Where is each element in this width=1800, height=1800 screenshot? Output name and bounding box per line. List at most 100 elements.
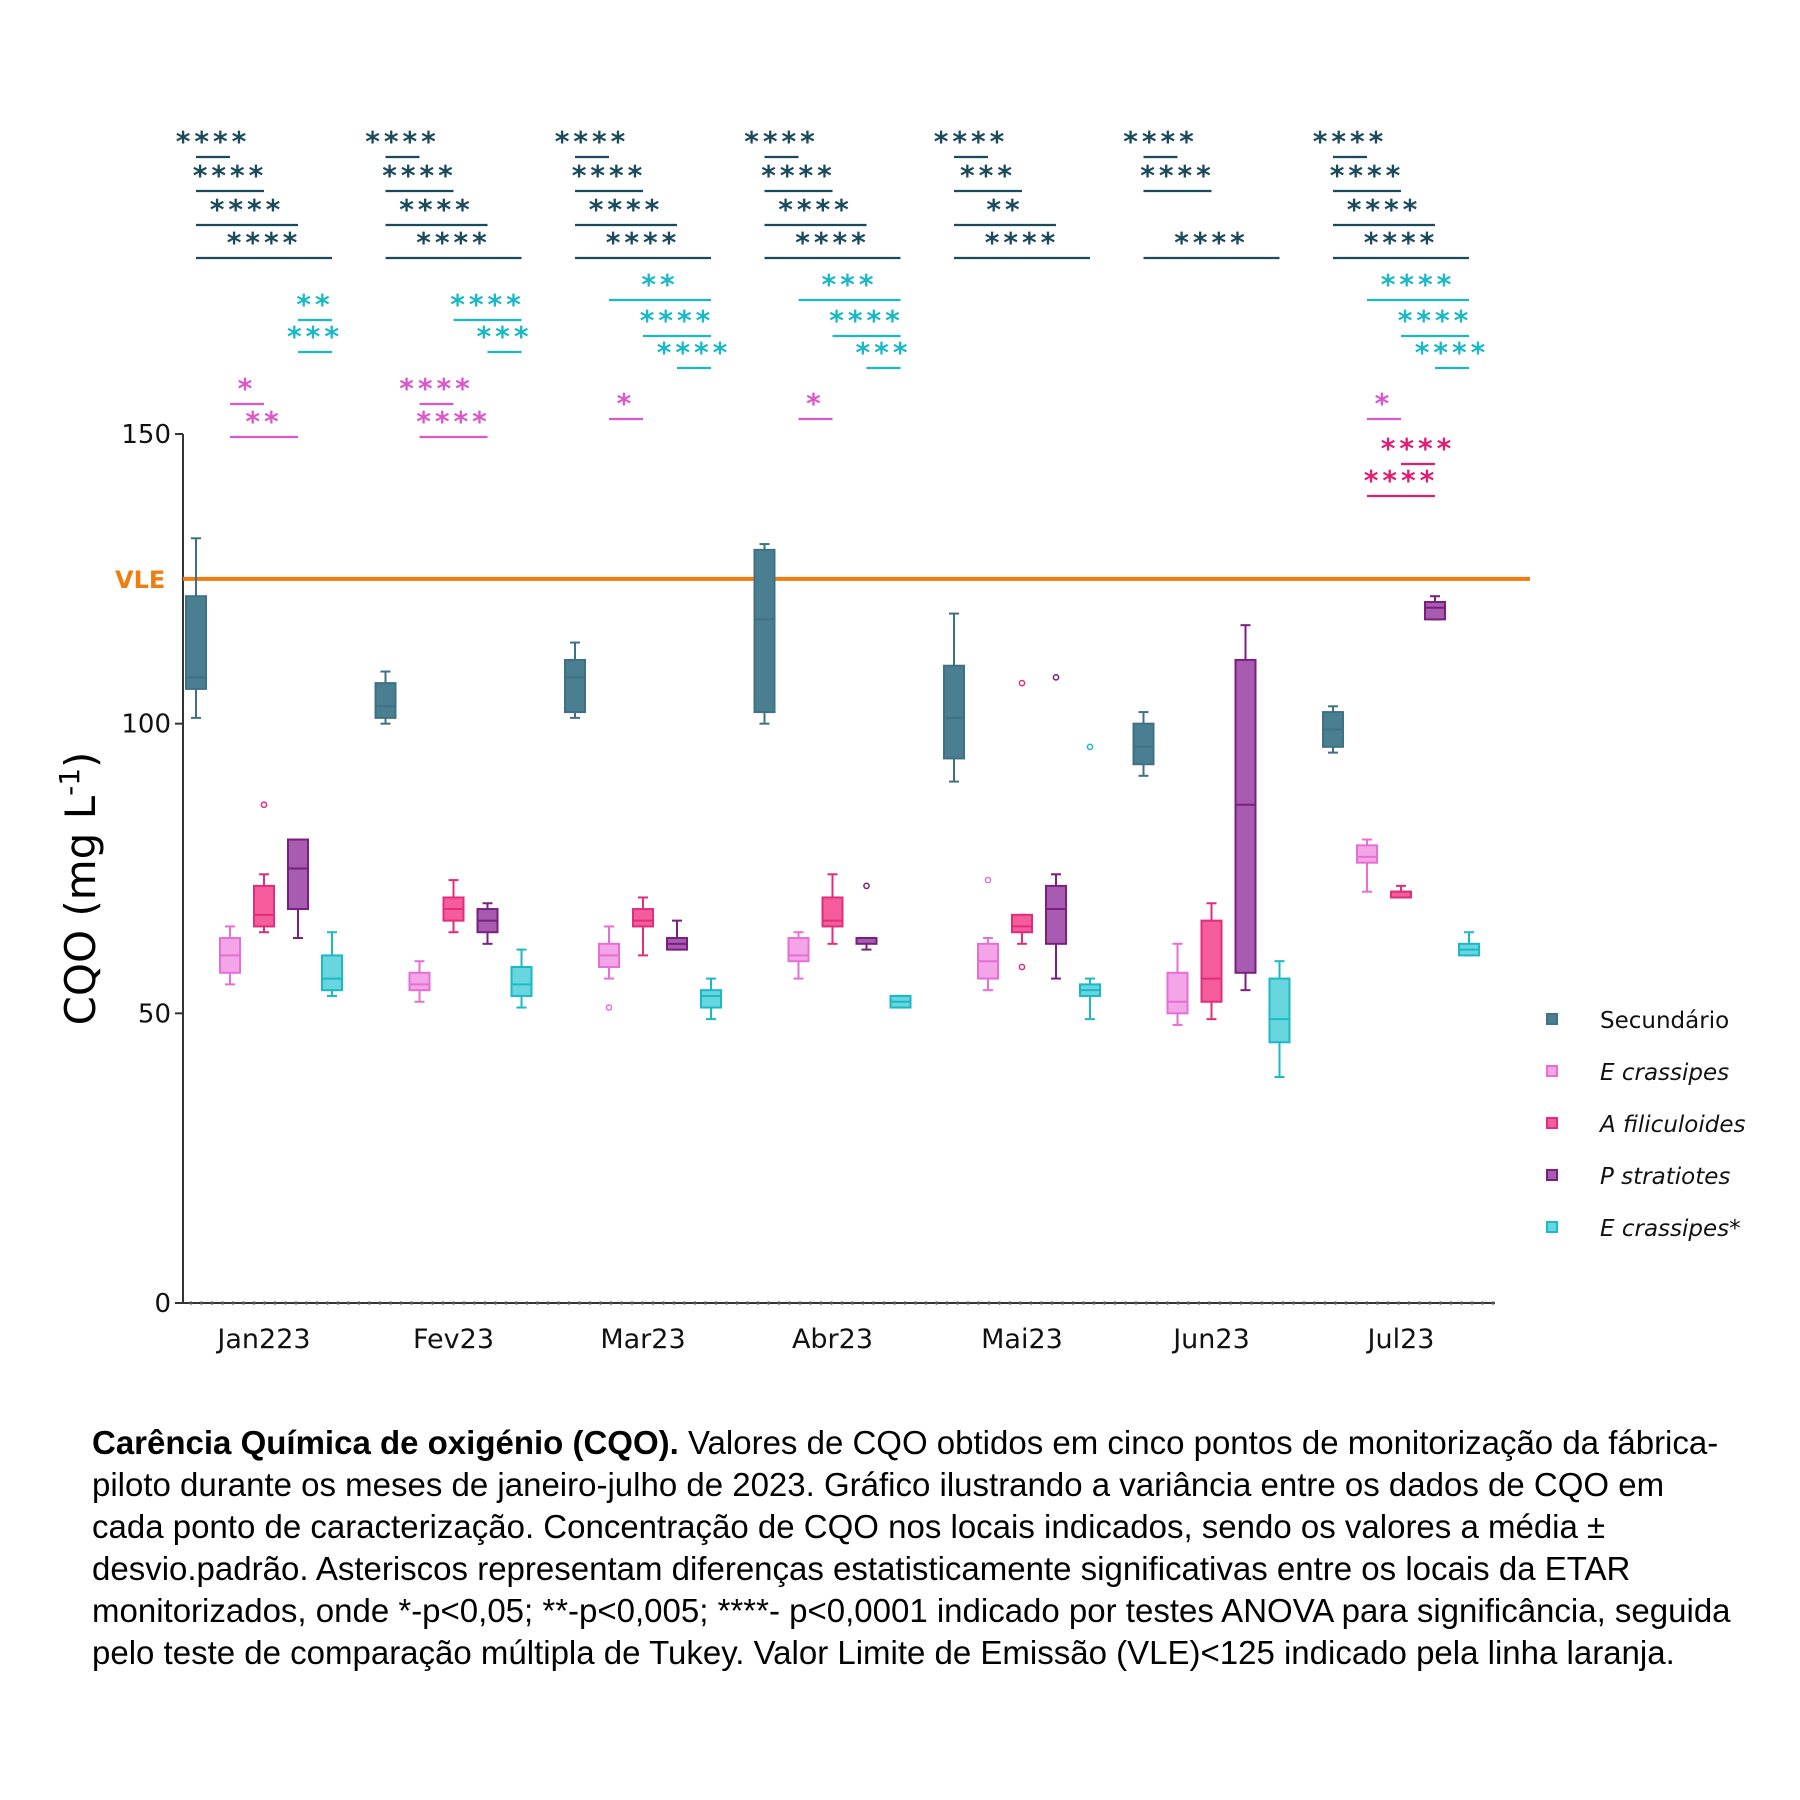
significance-label: ****	[1398, 304, 1473, 337]
x-axis-dot	[672, 1301, 676, 1305]
x-axis-dot	[1228, 1301, 1233, 1305]
x-axis-dot	[451, 1301, 456, 1305]
y-axis-label: CQO (mg L-1)	[53, 752, 105, 1026]
significance-label: ***	[477, 320, 533, 353]
x-axis-dot	[294, 1301, 298, 1305]
x-axis-dot	[1480, 1301, 1485, 1305]
x-axis-dot	[1092, 1301, 1096, 1305]
x-axis-dot	[1060, 1301, 1065, 1305]
x-axis-dot	[651, 1301, 655, 1305]
outlier-point	[984, 876, 992, 884]
x-axis-dot	[409, 1301, 414, 1305]
x-axis-dot	[1081, 1301, 1086, 1305]
x-axis-dot	[966, 1301, 970, 1305]
x-axis-dot	[945, 1301, 949, 1305]
box-iqr	[1045, 884, 1067, 945]
x-axis-dot	[997, 1301, 1002, 1305]
box-iqr	[408, 971, 431, 992]
x-axis-dot	[1417, 1301, 1422, 1305]
box-iqr	[374, 682, 397, 719]
x-axis-dot	[252, 1301, 256, 1305]
x-axis-dot	[903, 1301, 907, 1305]
x-axis-dot	[367, 1301, 372, 1305]
significance-label: ****	[416, 405, 491, 438]
x-axis-dot	[1375, 1301, 1380, 1305]
axes: 0 50 100 150 Jan223 Fev23 Mar23 Abr23 Mai23 Jun23…	[53, 420, 1495, 1355]
significance-label: ****	[1313, 125, 1388, 158]
x-axis-dot	[756, 1301, 760, 1305]
x-axis-dot	[913, 1301, 918, 1305]
x-axis-dot	[325, 1301, 330, 1305]
x-axis-dot	[210, 1301, 214, 1305]
x-axis-dot	[588, 1301, 592, 1305]
x-axis-dot	[472, 1301, 477, 1305]
x-axis-dot	[850, 1301, 855, 1305]
x-axis-dot	[535, 1301, 540, 1305]
significance-label: **	[986, 193, 1023, 226]
x-axis-dot	[861, 1301, 865, 1305]
significance-label: ****	[1381, 432, 1456, 465]
legend-label: A filiculoides	[1598, 1112, 1746, 1138]
legend-swatch	[1546, 1221, 1558, 1233]
significance-label: ****	[934, 125, 1009, 158]
x-axis-dot	[1155, 1301, 1159, 1305]
x-axis-dot	[1218, 1301, 1222, 1305]
x-axis-dot	[1207, 1301, 1212, 1305]
x-axis-dot	[640, 1301, 645, 1305]
y-tick-label: 0	[154, 1289, 171, 1319]
outlier-point	[1086, 743, 1094, 751]
x-axis-dot	[1333, 1301, 1338, 1305]
x-axis-dot	[420, 1301, 424, 1305]
outlier-point	[1018, 679, 1026, 687]
x-axis-dot	[220, 1301, 225, 1305]
significance-label: ****	[399, 372, 474, 405]
x-axis-dot	[661, 1301, 666, 1305]
y-tick-label: 100	[121, 710, 171, 740]
box-iqr	[787, 937, 810, 963]
box-iqr	[1011, 913, 1033, 934]
significance-label: ****	[450, 288, 525, 321]
x-axis-dot	[1344, 1301, 1348, 1305]
outlier-point	[863, 882, 870, 890]
significance-label: ***	[856, 336, 912, 369]
significance-label: ****	[640, 304, 715, 337]
figure-caption: Carência Química de oxigénio (CQO). Valo…	[92, 1422, 1742, 1674]
x-axis-dot	[1197, 1301, 1201, 1305]
x-axis-dot	[829, 1301, 834, 1305]
x-tick-label: Mar23	[600, 1324, 685, 1355]
x-axis-dot	[955, 1301, 960, 1305]
x-axis-dot	[1386, 1301, 1390, 1305]
x-axis-dot	[840, 1301, 844, 1305]
x-tick-label: Jun23	[1171, 1324, 1250, 1355]
box-iqr	[564, 658, 586, 714]
significance-label: ****	[399, 193, 474, 226]
legend-label: P stratiotes	[1600, 1164, 1730, 1190]
x-axis-dot	[1270, 1301, 1275, 1305]
box-iqr	[510, 965, 533, 997]
significance-label: ****	[193, 159, 268, 192]
x-axis-dot	[1323, 1301, 1327, 1305]
legend: Secundário E crassipes A filiculoides P str…	[1546, 1008, 1746, 1242]
x-axis-dot	[976, 1301, 981, 1305]
x-tick-label: Jan223	[215, 1324, 310, 1355]
significance-label: ****	[572, 159, 647, 192]
x-axis-dot	[1029, 1301, 1033, 1305]
x-axis-dot	[525, 1301, 529, 1305]
significance-label: ****	[1140, 159, 1215, 192]
x-axis-dot	[882, 1301, 886, 1305]
significance-label: ****	[365, 125, 440, 158]
significance-annotations: ****************************************…	[176, 125, 1490, 498]
x-axis-dot	[1428, 1301, 1432, 1305]
legend-swatch	[1546, 1169, 1558, 1181]
outlier-point	[605, 1004, 613, 1011]
significance-label: ****	[555, 125, 630, 158]
x-axis-dot	[808, 1301, 813, 1305]
significance-label: ****	[382, 159, 457, 192]
significance-label: ****	[1415, 336, 1490, 369]
x-axis-dot	[871, 1301, 876, 1305]
x-axis-dot	[1449, 1301, 1453, 1305]
significance-label: ****	[778, 193, 853, 226]
box-iqr	[700, 989, 722, 1009]
x-tick-label: Fev23	[413, 1324, 494, 1355]
x-axis-dot	[304, 1301, 309, 1305]
